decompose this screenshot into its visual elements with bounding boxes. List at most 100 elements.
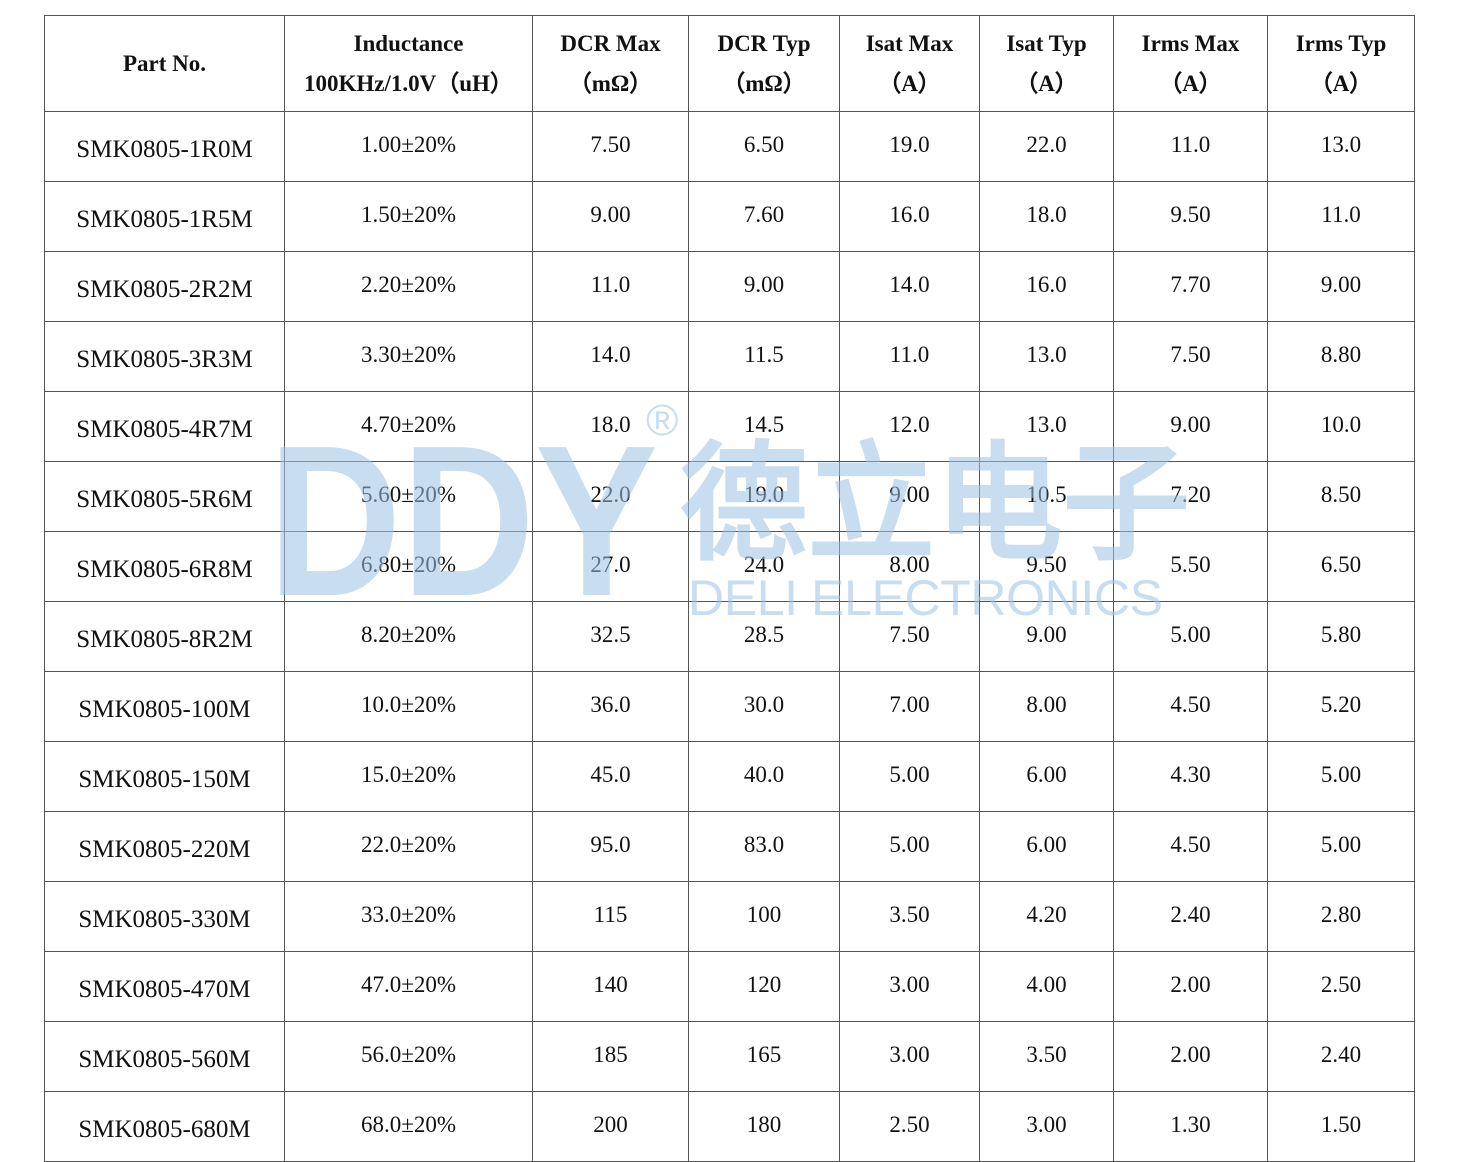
value-cell: 5.00 <box>839 741 980 812</box>
value-cell: 5.50 <box>1113 531 1268 602</box>
value-cell: 11.0 <box>839 321 980 392</box>
header-part-no: Part No. <box>44 15 285 112</box>
value-cell: 4.70±20% <box>284 391 533 462</box>
value-cell: 16.0 <box>979 251 1114 322</box>
part-number-cell: SMK0805-680M <box>44 1091 285 1162</box>
value-cell: 100 <box>688 881 840 952</box>
value-cell: 9.00 <box>532 181 689 252</box>
value-cell: 120 <box>688 951 840 1022</box>
value-cell: 9.50 <box>1113 181 1268 252</box>
value-cell: 6.50 <box>1267 531 1415 602</box>
value-cell: 83.0 <box>688 811 840 882</box>
value-cell: 3.00 <box>839 1021 980 1092</box>
part-number-cell: SMK0805-1R0M <box>44 111 285 182</box>
value-cell: 4.00 <box>979 951 1114 1022</box>
part-number-cell: SMK0805-5R6M <box>44 461 285 532</box>
value-cell: 9.50 <box>979 531 1114 602</box>
value-cell: 3.30±20% <box>284 321 533 392</box>
value-cell: 19.0 <box>839 111 980 182</box>
value-cell: 16.0 <box>839 181 980 252</box>
value-cell: 4.50 <box>1113 671 1268 742</box>
value-cell: 9.00 <box>839 461 980 532</box>
header-isat-max: Isat Max （A） <box>839 15 980 112</box>
value-cell: 12.0 <box>839 391 980 462</box>
value-cell: 7.70 <box>1113 251 1268 322</box>
value-cell: 9.00 <box>688 251 840 322</box>
value-cell: 3.00 <box>839 951 980 1022</box>
value-cell: 15.0±20% <box>284 741 533 812</box>
value-cell: 2.50 <box>1267 951 1415 1022</box>
value-cell: 40.0 <box>688 741 840 812</box>
part-number-cell: SMK0805-560M <box>44 1021 285 1092</box>
table-row: SMK0805-3R3M 3.30±20% 14.0 11.5 11.0 13.0 7.50… <box>44 321 1415 392</box>
value-cell: 5.00 <box>1113 601 1268 672</box>
part-number-cell: SMK0805-8R2M <box>44 601 285 672</box>
table-row: SMK0805-150M 15.0±20% 45.0 40.0 5.00 6.00 4.30… <box>44 741 1415 812</box>
part-number-cell: SMK0805-6R8M <box>44 531 285 602</box>
value-cell: 1.50 <box>1267 1091 1415 1162</box>
value-cell: 2.00 <box>1113 951 1268 1022</box>
table-header: Part No. Inductance 100KHz/1.0V（uH） DCR M… <box>44 15 1415 112</box>
value-cell: 6.00 <box>979 741 1114 812</box>
value-cell: 5.00 <box>1267 811 1415 882</box>
value-cell: 5.60±20% <box>284 461 533 532</box>
table-row: SMK0805-8R2M 8.20±20% 32.5 28.5 7.50 9.00 5.00… <box>44 601 1415 672</box>
value-cell: 22.0 <box>979 111 1114 182</box>
value-cell: 7.50 <box>839 601 980 672</box>
value-cell: 115 <box>532 881 689 952</box>
table-row: SMK0805-1R5M 1.50±20% 9.00 7.60 16.0 18.0 9.50… <box>44 181 1415 252</box>
value-cell: 28.5 <box>688 601 840 672</box>
value-cell: 11.5 <box>688 321 840 392</box>
header-row: Part No. Inductance 100KHz/1.0V（uH） DCR M… <box>44 15 1415 112</box>
value-cell: 8.00 <box>839 531 980 602</box>
value-cell: 95.0 <box>532 811 689 882</box>
part-number-cell: SMK0805-330M <box>44 881 285 952</box>
value-cell: 165 <box>688 1021 840 1092</box>
value-cell: 8.20±20% <box>284 601 533 672</box>
value-cell: 24.0 <box>688 531 840 602</box>
header-inductance: Inductance 100KHz/1.0V（uH） <box>284 15 533 112</box>
value-cell: 11.0 <box>532 251 689 322</box>
value-cell: 2.40 <box>1113 881 1268 952</box>
value-cell: 5.00 <box>839 811 980 882</box>
value-cell: 18.0 <box>979 181 1114 252</box>
table-row: SMK0805-5R6M 5.60±20% 22.0 19.0 9.00 10.5 7.20… <box>44 461 1415 532</box>
value-cell: 13.0 <box>979 391 1114 462</box>
value-cell: 3.00 <box>979 1091 1114 1162</box>
value-cell: 18.0 <box>532 391 689 462</box>
value-cell: 45.0 <box>532 741 689 812</box>
value-cell: 27.0 <box>532 531 689 602</box>
value-cell: 2.80 <box>1267 881 1415 952</box>
header-isat-typ: Isat Typ （A） <box>979 15 1114 112</box>
value-cell: 6.00 <box>979 811 1114 882</box>
value-cell: 200 <box>532 1091 689 1162</box>
value-cell: 1.50±20% <box>284 181 533 252</box>
table-row: SMK0805-680M 68.0±20% 200 180 2.50 3.00 1.30 1.… <box>44 1091 1415 1162</box>
value-cell: 1.00±20% <box>284 111 533 182</box>
header-irms-max: Irms Max （A） <box>1113 15 1268 112</box>
table-row: SMK0805-2R2M 2.20±20% 11.0 9.00 14.0 16.0 7.70… <box>44 251 1415 322</box>
table-row: SMK0805-470M 47.0±20% 140 120 3.00 4.00 2.00 2.… <box>44 951 1415 1022</box>
value-cell: 11.0 <box>1267 181 1415 252</box>
value-cell: 7.20 <box>1113 461 1268 532</box>
table-row: SMK0805-6R8M 6.80±20% 27.0 24.0 8.00 9.50 5.50… <box>44 531 1415 602</box>
spec-table: Part No. Inductance 100KHz/1.0V（uH） DCR M… <box>44 15 1415 1162</box>
value-cell: 6.80±20% <box>284 531 533 602</box>
value-cell: 2.00 <box>1113 1021 1268 1092</box>
header-dcr-typ: DCR Typ （mΩ） <box>688 15 840 112</box>
value-cell: 4.20 <box>979 881 1114 952</box>
value-cell: 14.0 <box>532 321 689 392</box>
value-cell: 3.50 <box>839 881 980 952</box>
part-number-cell: SMK0805-1R5M <box>44 181 285 252</box>
value-cell: 9.00 <box>979 601 1114 672</box>
part-number-cell: SMK0805-2R2M <box>44 251 285 322</box>
value-cell: 22.0 <box>532 461 689 532</box>
value-cell: 33.0±20% <box>284 881 533 952</box>
part-number-cell: SMK0805-470M <box>44 951 285 1022</box>
part-number-cell: SMK0805-4R7M <box>44 391 285 462</box>
value-cell: 8.00 <box>979 671 1114 742</box>
value-cell: 14.5 <box>688 391 840 462</box>
table-row: SMK0805-330M 33.0±20% 115 100 3.50 4.20 2.40 2.… <box>44 881 1415 952</box>
value-cell: 4.30 <box>1113 741 1268 812</box>
value-cell: 9.00 <box>1113 391 1268 462</box>
